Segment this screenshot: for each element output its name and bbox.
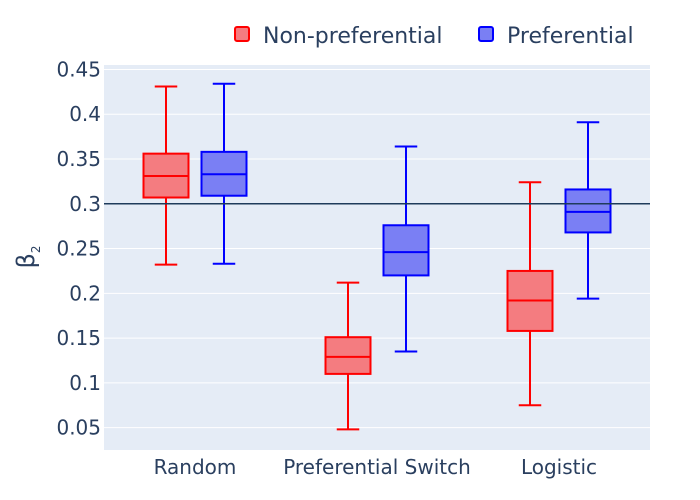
- plot-area: [104, 65, 650, 450]
- svg-text:β2: β2: [12, 246, 43, 269]
- legend: Non-preferential Preferential: [234, 24, 634, 49]
- y-axis-title-symbol: β: [12, 253, 40, 268]
- box-series: [142, 82, 612, 431]
- y-axis-ticks: 0.05 0.1 0.15 0.2 0.25 0.3 0.35 0.4 0.45: [56, 57, 101, 439]
- y-tick-label: 0.45: [56, 57, 101, 81]
- y-tick-label: 0.2: [69, 281, 101, 305]
- iqr-box: [382, 224, 430, 277]
- y-tick-label: 0.05: [56, 416, 101, 440]
- box: [506, 181, 554, 407]
- y-tick-label: 0.1: [69, 371, 101, 395]
- y-axis-title: β2: [12, 246, 43, 269]
- y-tick-label: 0.35: [56, 147, 101, 171]
- box: [564, 121, 612, 300]
- y-axis-title-subscript: 2: [29, 246, 43, 254]
- x-axis-ticks: Random Preferential Switch Logistic: [154, 455, 597, 479]
- legend-label-preferential: Preferential: [507, 24, 634, 49]
- y-tick-label: 0.4: [69, 102, 101, 126]
- y-tick-label: 0.15: [56, 326, 101, 350]
- y-tick-label: 0.3: [69, 192, 101, 216]
- iqr-box: [324, 336, 372, 375]
- y-tick-label: 0.25: [56, 237, 101, 261]
- legend-item-non-preferential[interactable]: Non-preferential: [234, 24, 443, 49]
- x-tick-label: Logistic: [521, 455, 597, 479]
- x-tick-label: Random: [154, 455, 237, 479]
- series-preferential: [200, 82, 612, 353]
- box: [382, 145, 430, 353]
- legend-item-preferential[interactable]: Preferential: [478, 24, 634, 49]
- box: [142, 85, 190, 266]
- legend-swatch-preferential: [478, 26, 494, 42]
- box: [200, 82, 248, 265]
- legend-label-non-preferential: Non-preferential: [263, 24, 443, 49]
- x-tick-label: Preferential Switch: [283, 455, 471, 479]
- series-non-preferential: [142, 85, 554, 431]
- legend-swatch-non-preferential: [234, 26, 250, 42]
- box: [324, 281, 372, 431]
